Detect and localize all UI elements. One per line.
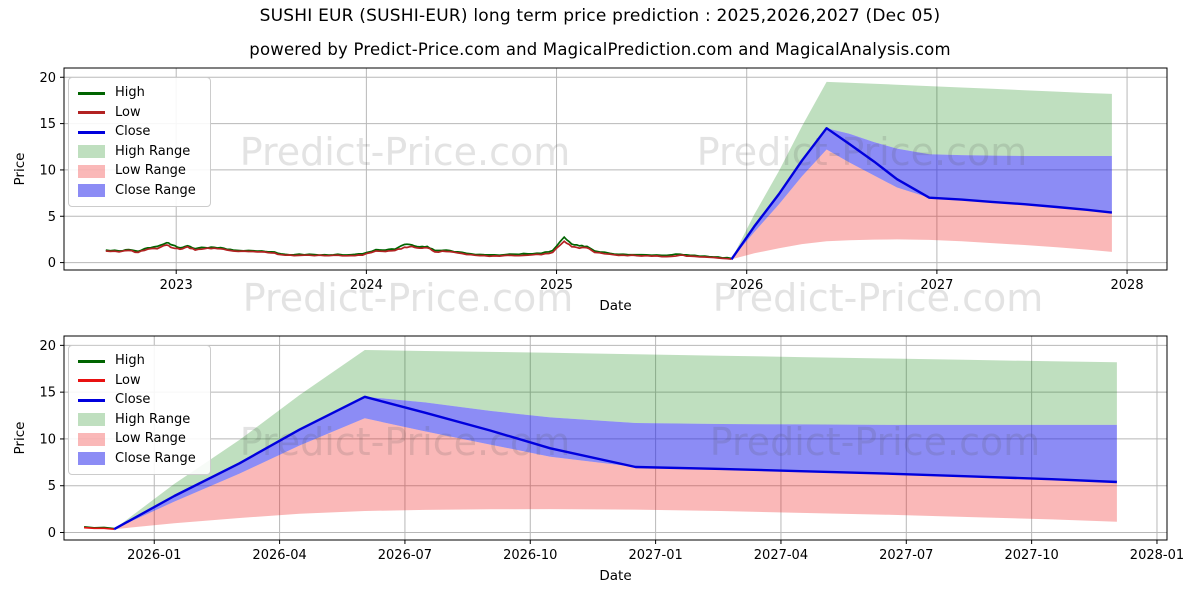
legend-item-low: Low	[78, 104, 196, 121]
watermark-text: Predict-Price.com	[240, 130, 571, 174]
x-tick-label: 2026-04	[252, 548, 306, 563]
high-line	[105, 235, 732, 260]
x-tick-label: 2028	[1111, 278, 1144, 293]
watermark-text: Predict-Price.com	[243, 276, 574, 320]
legend-patch-swatch	[78, 184, 105, 198]
legend-line-swatch	[78, 398, 105, 402]
y-axis-label: Price	[12, 153, 28, 186]
legend-patch-swatch	[78, 145, 105, 159]
legend-item-close-range: Close Range	[78, 450, 196, 467]
close-line	[730, 126, 1113, 260]
legend-label: Low Range	[115, 431, 186, 446]
watermark-text: Predict-Price.com	[713, 276, 1044, 320]
x-axis-label: Date	[599, 298, 631, 314]
legend-item-close: Close	[78, 392, 196, 408]
x-tick-label: 2026	[730, 278, 763, 293]
legend-line-swatch	[78, 359, 105, 363]
x-axis: 2023 2024 2025 2026 2027 2028	[160, 270, 1144, 293]
x-tick-label: 2027-07	[879, 548, 933, 563]
legend-label: High	[115, 353, 145, 368]
x-tick-label: 2027	[920, 278, 953, 293]
gridlines	[64, 336, 1167, 540]
watermark-text: Predict-Price.com	[240, 420, 571, 464]
legend-label: High	[115, 85, 145, 100]
x-tick-label: 2026-07	[378, 548, 432, 563]
y-tick-label: 5	[48, 479, 56, 494]
legend-item-high-range: High Range	[78, 411, 196, 428]
legend-item-low-range: Low Range	[78, 431, 196, 447]
legend-label: Close Range	[115, 450, 196, 466]
legend-item-close: Close	[78, 124, 196, 140]
legend-label: Low	[115, 104, 141, 120]
legend-line-swatch	[78, 379, 105, 383]
x-tick-label: 2024	[350, 278, 383, 293]
legend-line-swatch	[78, 91, 105, 95]
legend-patch-swatch	[78, 413, 105, 427]
watermark-text: Predict-Price.com	[710, 420, 1041, 464]
y-tick-label: 20	[39, 339, 56, 354]
y-axis-label: Price	[12, 422, 28, 455]
x-axis: 2026-01 2026-04 2026-07 2026-10 2027-01 2027-…	[127, 540, 1184, 563]
y-tick-label: 15	[39, 117, 56, 132]
legend-item-low-range: Low Range	[78, 163, 196, 179]
y-tick-label: 0	[48, 526, 56, 541]
legend-label: High Range	[115, 143, 191, 159]
legend-item-high-range: High Range	[78, 143, 196, 160]
y-tick-label: 15	[39, 386, 56, 401]
legend-label: Close	[115, 392, 151, 407]
legend-label: Close	[115, 124, 151, 139]
x-tick-label: 2027-10	[1004, 548, 1058, 563]
x-tick-label: 2027-01	[628, 548, 682, 563]
chart-subtitle: powered by Predict-Price.com and Magical…	[249, 40, 951, 59]
gridlines	[64, 68, 1167, 270]
x-tick-label: 2026-10	[503, 548, 557, 563]
low-line	[84, 526, 115, 531]
legend-line-swatch	[78, 111, 105, 115]
legend-item-low: Low	[78, 372, 196, 389]
legend-item-high: High	[78, 85, 196, 101]
x-tick-label: 2028-01	[1130, 548, 1184, 563]
y-tick-label: 10	[39, 163, 56, 178]
y-tick-label: 20	[39, 71, 56, 86]
legend-label: Low Range	[115, 163, 186, 178]
legend-detail: High Low Close High Range Low Range Close Ran…	[68, 345, 211, 475]
legend-item-close-range: Close Range	[78, 182, 196, 199]
x-axis-label: Date	[599, 568, 631, 584]
high-range-area	[731, 81, 1112, 260]
legend-label: High Range	[115, 411, 191, 427]
legend-patch-swatch	[78, 164, 105, 178]
legend-patch-swatch	[78, 452, 105, 466]
legend-label: Low	[115, 372, 141, 388]
x-tick-label: 2023	[160, 278, 193, 293]
bottom-chart: Predict-Price.com Predict-Price.com 2026-0…	[12, 335, 1184, 584]
x-tick-label: 2027-04	[754, 548, 808, 563]
close-line	[113, 395, 1117, 531]
legend-overview: High Low Close High Range Low Range Close Ran…	[68, 77, 211, 207]
y-tick-label: 0	[48, 256, 56, 271]
low-line	[105, 240, 732, 260]
legend-line-swatch	[78, 130, 105, 134]
y-axis: 0 5 10 15 20	[39, 71, 64, 271]
legend-label: Close Range	[115, 182, 196, 198]
plot-border	[63, 335, 1168, 541]
x-tick-label: 2025	[540, 278, 573, 293]
top-chart: Predict-Price.com Predict-Price.com Predic…	[12, 67, 1168, 320]
y-axis: 0 5 10 15 20	[39, 339, 64, 541]
y-tick-label: 5	[48, 210, 56, 225]
high-range-area	[114, 350, 1117, 530]
legend-patch-swatch	[78, 432, 105, 446]
chart-title: SUSHI EUR (SUSHI-EUR) long term price pr…	[259, 6, 941, 26]
low-range-area	[114, 418, 1117, 530]
plot-border	[63, 67, 1168, 271]
low-range-area	[731, 149, 1112, 260]
x-tick-label: 2026-01	[127, 548, 181, 563]
legend-item-high: High	[78, 353, 196, 369]
y-tick-label: 10	[39, 432, 56, 447]
